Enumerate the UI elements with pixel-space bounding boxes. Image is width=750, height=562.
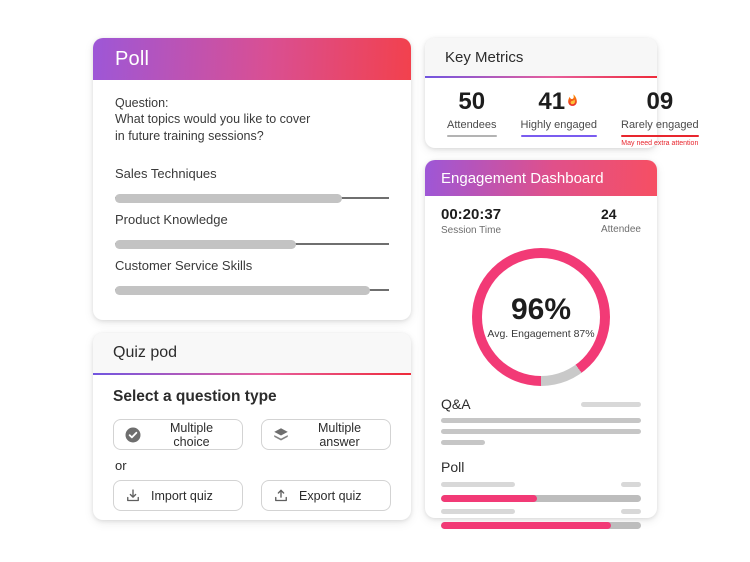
export-quiz-button[interactable]: Export quiz: [261, 480, 391, 511]
poll-option-bar: [115, 285, 389, 295]
engagement-stats-row: 00:20:37 Session Time 24 Attendee: [441, 206, 641, 236]
poll-card-header: Poll: [93, 38, 411, 80]
metric-underline: [621, 135, 699, 137]
attendee-stat: 24 Attendee: [601, 206, 641, 236]
qa-section-title: Q&A: [441, 396, 471, 412]
qa-placeholder-bar: [581, 401, 641, 407]
poll-option: Customer Service Skills: [115, 258, 389, 295]
multiple-choice-button[interactable]: Multiple choice: [113, 419, 243, 450]
metrics-row: 50 Attendees 41 Highly engaged: [425, 78, 699, 147]
metric-attendees: 50 Attendees: [447, 90, 497, 147]
session-time-stat: 00:20:37 Session Time: [441, 206, 501, 236]
quiz-button-row: Import quiz Export quiz: [113, 480, 391, 511]
poll-option-fill: [115, 193, 343, 203]
poll-value-placeholder: [621, 482, 641, 487]
poll-card-body: Question: What topics would you like to …: [93, 80, 411, 295]
poll-label-placeholder: [441, 482, 515, 487]
attendee-count-value: 24: [600, 206, 617, 222]
qa-message-bar: [441, 429, 641, 434]
or-label: or: [115, 458, 127, 473]
poll-option-fill: [115, 285, 370, 295]
poll-label-placeholder: [441, 509, 515, 514]
download-icon: [124, 487, 142, 505]
poll-option-fill: [115, 239, 296, 249]
poll-progress-fill: [441, 495, 537, 502]
quiz-button-row: Multiple choice Multiple answer: [113, 419, 391, 450]
engagement-donut: 96% Avg. Engagement 87%: [472, 248, 610, 386]
quiz-pod-card: Quiz pod Select a question type Multiple…: [93, 333, 411, 520]
metric-note: May need extra attention: [621, 140, 699, 147]
key-metrics-card: Key Metrics 50 Attendees 41: [425, 38, 699, 148]
poll-question-line1: What topics would you like to cover: [115, 112, 311, 127]
poll-row-labels: [441, 482, 641, 487]
upload-icon: [272, 487, 290, 505]
multiple-answer-button[interactable]: Multiple answer: [261, 419, 391, 450]
poll-question: Question: What topics would you like to …: [115, 95, 389, 144]
key-metrics-header: Key Metrics: [425, 38, 657, 76]
poll-option-label: Customer Service Skills: [115, 257, 253, 273]
poll-option-bar: [115, 193, 389, 203]
metric-label: Attendees: [447, 119, 497, 131]
poll-value-placeholder: [621, 509, 641, 514]
poll-option-label: Sales Techniques: [115, 165, 217, 181]
poll-card-title: Poll: [115, 47, 150, 70]
layers-icon: [272, 426, 290, 444]
poll-progress-bar: [441, 522, 641, 529]
metric-highly-engaged: 41 Highly engaged: [520, 90, 597, 147]
quiz-pod-title: Quiz pod: [113, 344, 178, 361]
engagement-header: Engagement Dashboard: [425, 160, 657, 196]
engagement-body: 00:20:37 Session Time 24 Attendee 96% Av…: [425, 196, 657, 529]
poll-card: Poll Question: What topics would you lik…: [93, 38, 411, 320]
metric-value: 09: [646, 88, 674, 115]
poll-question-line2: in future training sessions?: [115, 128, 264, 143]
metric-underline: [520, 135, 597, 137]
poll-progress-fill: [441, 522, 611, 529]
poll-option: Product Knowledge: [115, 212, 389, 249]
metric-rarely-engaged: 09 Rarely engaged May need extra attenti…: [621, 90, 699, 147]
key-metrics-title: Key Metrics: [445, 48, 524, 66]
button-label: Export quiz: [299, 488, 362, 503]
button-label: Import quiz: [151, 488, 213, 503]
qa-section-header: Q&A: [441, 396, 641, 412]
qa-message-bar: [441, 440, 485, 445]
poll-option-label: Product Knowledge: [115, 211, 228, 227]
quiz-pod-body: Select a question type Multiple choice: [93, 375, 411, 511]
fire-icon: [568, 94, 577, 106]
metric-underline: [447, 135, 497, 137]
engagement-donut-center: 96% Avg. Engagement 87%: [482, 258, 600, 376]
engagement-title: Engagement Dashboard: [441, 169, 604, 187]
poll-option-bar: [115, 239, 389, 249]
session-time-label: Session Time: [441, 225, 502, 236]
button-label: Multiple answer: [317, 420, 362, 449]
poll-question-label: Question:: [115, 96, 169, 110]
poll-progress-bar: [441, 495, 641, 502]
poll-option: Sales Techniques: [115, 166, 389, 203]
quiz-pod-header: Quiz pod: [93, 333, 411, 373]
import-quiz-button[interactable]: Import quiz: [113, 480, 243, 511]
check-circle-icon: [124, 426, 142, 444]
metric-label: Highly engaged: [520, 119, 597, 131]
metric-label: Rarely engaged: [621, 119, 699, 131]
session-time-value: 00:20:37: [441, 206, 502, 223]
engagement-average-label: Avg. Engagement 87%: [487, 328, 595, 341]
engagement-dashboard-card: Engagement Dashboard 00:20:37 Session Ti…: [425, 160, 657, 529]
gradient-divider: [93, 373, 411, 375]
quiz-subtitle: Select a question type: [113, 388, 277, 405]
metric-value-text: 41: [538, 88, 566, 115]
poll-section-header: Poll: [441, 459, 641, 475]
poll-section-title: Poll: [441, 459, 465, 475]
engagement-percent: 96%: [510, 292, 572, 326]
gradient-divider: [425, 76, 657, 78]
poll-row-labels: [441, 509, 641, 514]
qa-message-bar: [441, 418, 641, 423]
metric-value: 50: [458, 88, 486, 115]
button-label: Multiple choice: [169, 420, 214, 449]
attendee-count-label: Attendee: [600, 224, 641, 235]
metric-value: 41: [538, 90, 579, 114]
